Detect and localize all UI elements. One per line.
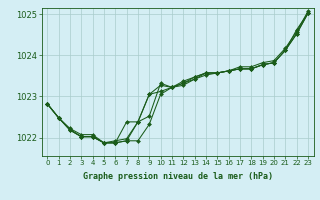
X-axis label: Graphe pression niveau de la mer (hPa): Graphe pression niveau de la mer (hPa) bbox=[83, 172, 273, 181]
